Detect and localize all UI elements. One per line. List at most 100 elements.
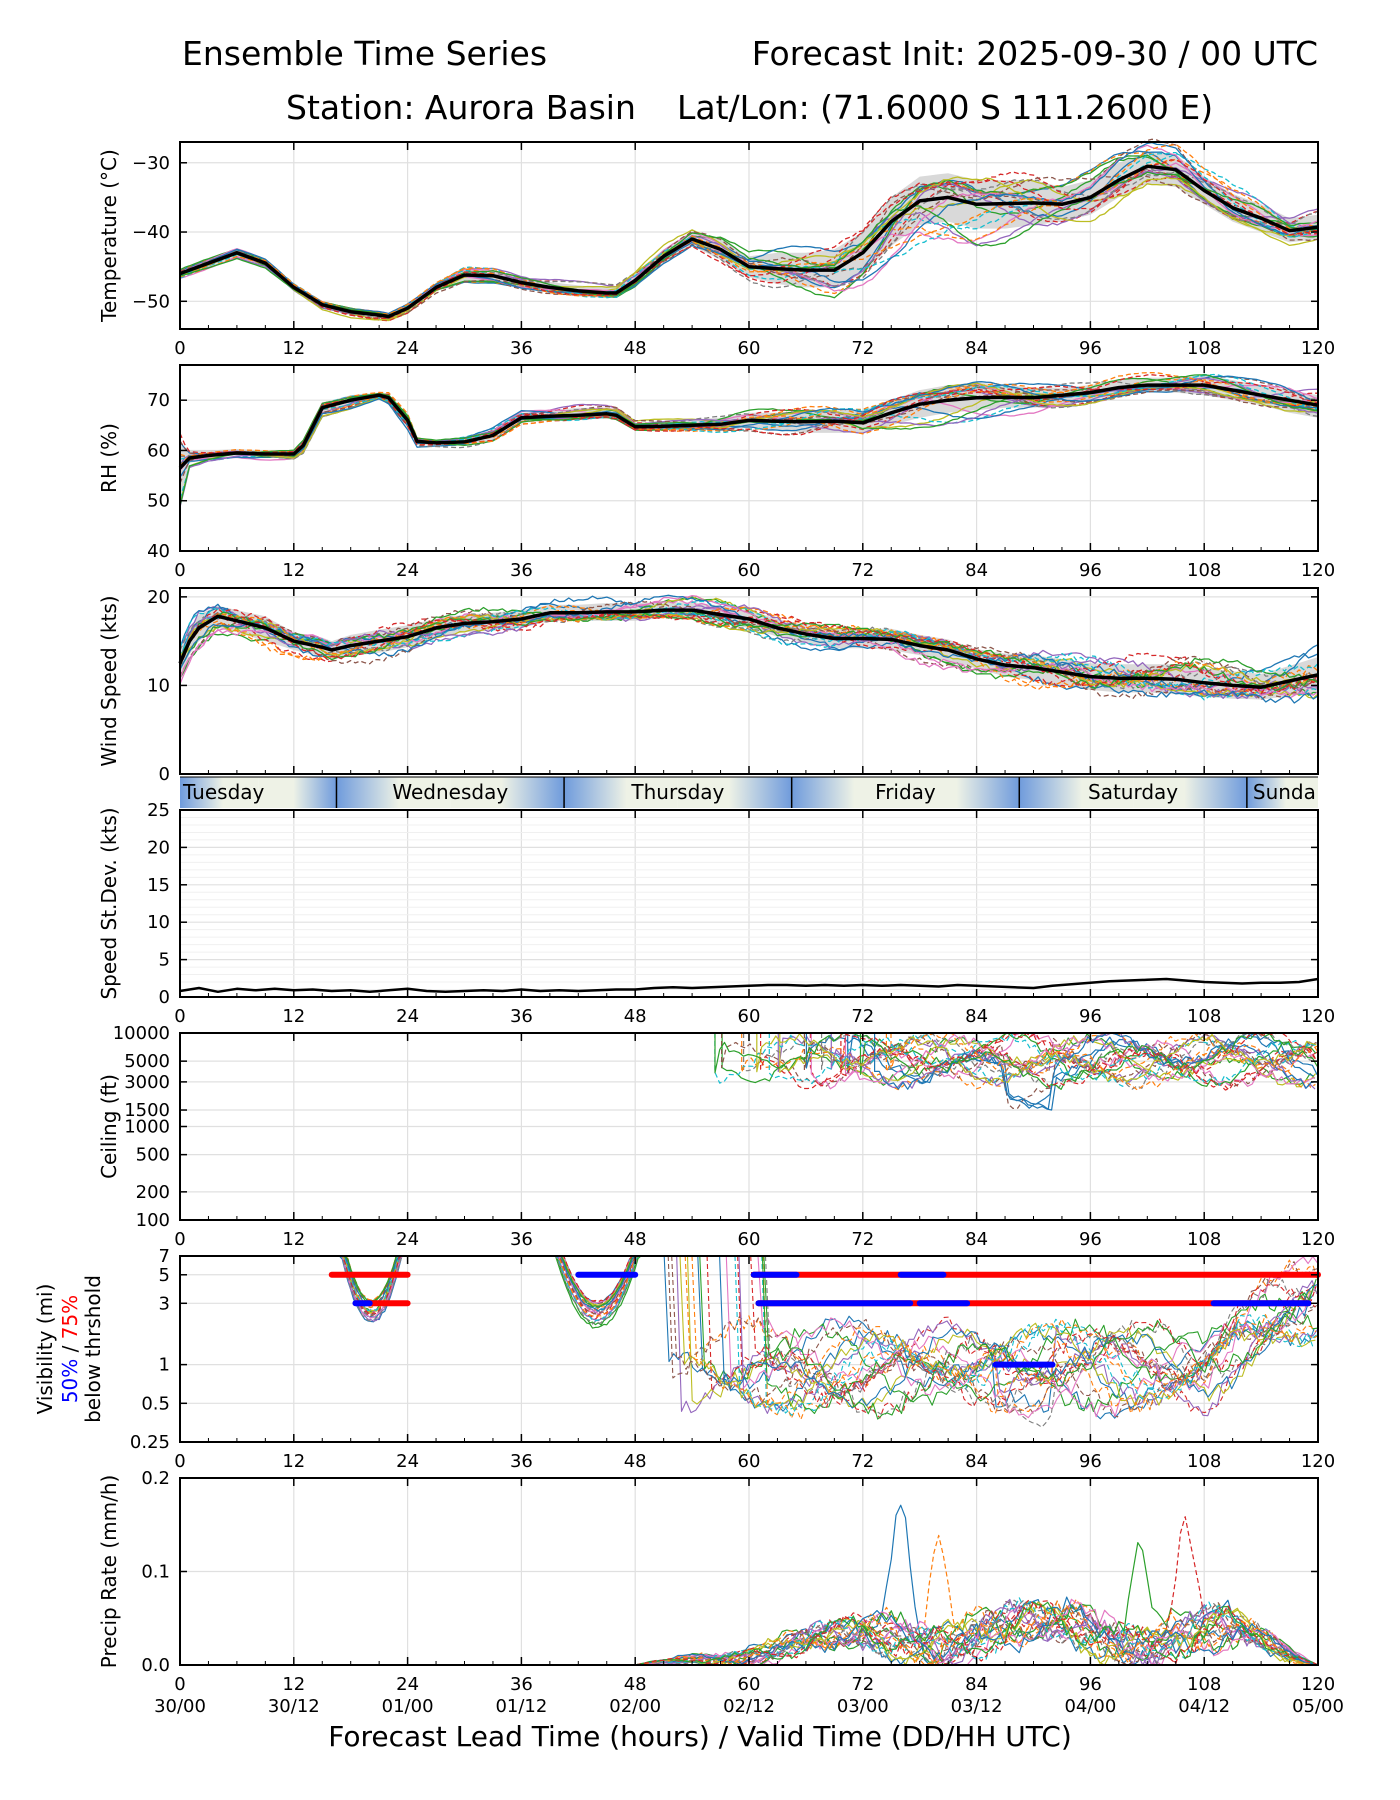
title-right: Forecast Init: 2025-09-30 / 00 UTC [751, 34, 1318, 73]
visibility-member-line [679, 1255, 1316, 1411]
precip-xtick-label: 60 [738, 1674, 761, 1695]
visibility-ytick-label: 1 [159, 1355, 170, 1376]
visibility-ylabel: Visibility (mi) [33, 1284, 57, 1415]
visibility-ytick-label: 7 [159, 1246, 170, 1267]
speed_stdev-ytick-label: 5 [159, 950, 170, 971]
day-segment-right [450, 777, 565, 808]
temperature-xtick-label: 12 [282, 338, 305, 359]
visibility-xtick-label: 60 [738, 1451, 761, 1472]
ceiling-ytick-label: 10000 [113, 1023, 170, 1044]
visibility-member-line [761, 1255, 1318, 1428]
day-segment-left [180, 777, 259, 808]
visibility-member-line [750, 1255, 1316, 1408]
ceiling-xtick-label: 72 [851, 1229, 874, 1250]
visibility-ytick-label: 3 [159, 1293, 170, 1314]
speed_stdev-xtick-label: 36 [510, 1006, 533, 1027]
speed_stdev-xtick-label: 96 [1079, 1006, 1102, 1027]
day-label-wednesday: Wednesday [392, 780, 508, 804]
ceiling-ytick-label: 1000 [124, 1117, 170, 1138]
ceiling-xtick-label: 60 [738, 1229, 761, 1250]
precip-xtick-label: 12 [282, 1674, 305, 1695]
visibility-member-line [322, 1255, 417, 1318]
pct-75-label: 75% [58, 1295, 82, 1339]
precip-member-line [180, 1597, 1319, 1666]
rh-xtick-label: 48 [624, 560, 647, 581]
valid-time-label: 05/00 [1292, 1696, 1344, 1717]
station-label: Station: Aurora Basin [286, 88, 636, 127]
wind-mean-line [178, 608, 1319, 689]
rh-xtick-label: 12 [282, 560, 305, 581]
ceiling-member-line [779, 1033, 1317, 1088]
title-block: Ensemble Time Series Forecast Init: 2025… [0, 0, 1400, 140]
valid-time-label: 30/12 [268, 1696, 320, 1717]
speed-stdev-panel: 0 12 24 36 48 60 72 84 96 108 120 0 5 10 15 20 25 Speed S… [97, 800, 1335, 1027]
day-segment-right [1133, 777, 1247, 808]
speed_stdev-xtick-label: 72 [851, 1006, 874, 1027]
speed_stdev-ylabel: Speed St.Dev. (kts) [97, 807, 121, 999]
visibility-member-line [734, 1255, 1315, 1416]
valid-time-label: 01/00 [382, 1696, 434, 1717]
temperature-member-line [179, 171, 1319, 317]
wind-ytick-label: 10 [147, 675, 170, 696]
rh-mean-line [178, 383, 1319, 470]
ceiling-member-line [840, 1032, 1316, 1088]
visibility-panel: 0 12 24 36 48 60 72 84 96 108 120 0.25 0.5 1 3 57 Visibi… [33, 1246, 1335, 1472]
day-label-tuesday: Tuesday [182, 780, 265, 804]
valid-time-label: 03/00 [837, 1696, 889, 1717]
ceiling-member-line [768, 1032, 1315, 1086]
precip-ytick-label: 0.2 [141, 1468, 170, 1489]
precip-member-line [180, 1600, 1319, 1666]
visibility-xtick-label: 24 [396, 1451, 419, 1472]
wind-ytick-label: 0 [159, 764, 170, 785]
temperature-xtick-label: 72 [851, 338, 874, 359]
ceiling-xtick-label: 36 [510, 1229, 533, 1250]
rh-xtick-label: 24 [396, 560, 419, 581]
temperature-ytick-label: −50 [132, 291, 170, 312]
wind-member-line [179, 613, 1319, 695]
temperature-panel: 0 12 24 36 48 60 72 84 96 108 120 −50 −40 −30 Temperat… [97, 138, 1335, 359]
temperature-xtick-label: 36 [510, 338, 533, 359]
rh-xtick-label: 72 [851, 560, 874, 581]
rh-ylabel: RH (%) [97, 423, 121, 493]
visibility-member-line [322, 1255, 417, 1322]
day-segment-left [1019, 777, 1134, 808]
visibility-member-line [322, 1255, 417, 1304]
temperature-ylabel: Temperature (°C) [97, 149, 121, 323]
wind-member-line [179, 606, 1319, 690]
temperature-member-line [179, 159, 1319, 320]
visibility-xtick-label: 12 [282, 1451, 305, 1472]
precip-xtick-label: 120 [1301, 1674, 1335, 1695]
speed_stdev-ytick-label: 25 [147, 800, 170, 821]
rh-ytick-label: 50 [147, 491, 170, 512]
day-label-thursday: Thursday [630, 780, 724, 804]
temperature-ytick-label: −40 [132, 222, 170, 243]
title-left: Ensemble Time Series [182, 34, 548, 73]
temperature-member-line [179, 171, 1319, 322]
wind-ytick-label: 20 [147, 587, 170, 608]
day-segment-left [791, 777, 906, 808]
speed_stdev-xtick-label: 12 [282, 1006, 305, 1027]
rh-member-line [179, 372, 1319, 467]
speed_stdev-stdev-line [179, 977, 1319, 994]
precip-member-line [180, 1534, 1319, 1666]
precip-member-line [180, 1599, 1319, 1666]
visibility-xtick-label: 0 [174, 1451, 185, 1472]
day-segment-left [564, 777, 678, 808]
ceiling-ytick-label: 5000 [124, 1051, 170, 1072]
visibility-member-line [322, 1255, 417, 1302]
visibility-xtick-label: 108 [1187, 1451, 1221, 1472]
ceiling-xtick-label: 84 [965, 1229, 988, 1250]
temperature-xtick-label: 108 [1187, 338, 1221, 359]
ceiling-member-line [803, 1032, 1317, 1109]
ceiling-xtick-label: 48 [624, 1229, 647, 1250]
visibility-member-line [761, 1255, 1317, 1414]
temperature-xtick-label: 96 [1079, 338, 1102, 359]
ceiling-ylabel: Ceiling (ft) [97, 1074, 121, 1179]
valid-time-label: 04/00 [1064, 1696, 1116, 1717]
rh-ytick-label: 70 [147, 390, 170, 411]
ceiling-ytick-label: 1500 [124, 1100, 170, 1121]
ceiling-xtick-label: 120 [1301, 1229, 1335, 1250]
precip-xtick-label: 0 [174, 1674, 185, 1695]
wind-member-line [179, 600, 1319, 701]
